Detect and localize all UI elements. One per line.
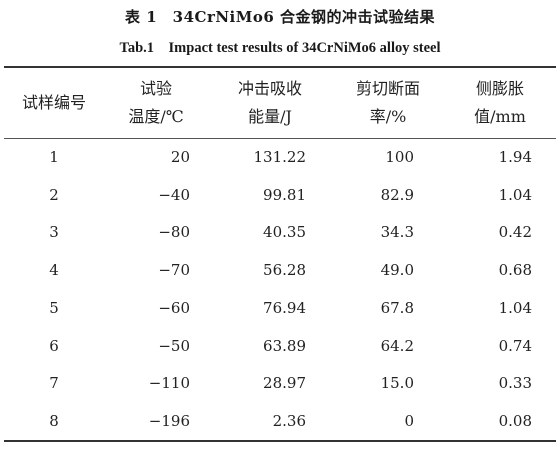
column-header-test-temperature: 试验 温度/℃ xyxy=(104,68,208,138)
cell-impact-energy: 76.94 xyxy=(263,298,306,317)
cell-shear-fracture: 15.0 xyxy=(380,374,414,393)
cell-lateral-expansion: 1.04 xyxy=(498,185,532,204)
cell-shear-fracture: 67.8 xyxy=(380,298,414,317)
table-caption-chinese: 表 1 34CrNiMo6 合金钢的冲击试验结果 xyxy=(124,8,436,26)
cell-specimen-no: 7 xyxy=(49,374,59,393)
cell-specimen-no: 1 xyxy=(49,147,59,166)
cell-specimen-no: 3 xyxy=(49,223,59,242)
cell-shear-fracture: 64.2 xyxy=(380,336,414,355)
cell-shear-fracture: 0 xyxy=(404,412,414,431)
cell-impact-energy: 63.89 xyxy=(263,336,306,355)
cell-lateral-expansion: 0.08 xyxy=(498,412,532,431)
cell-impact-energy: 28.97 xyxy=(263,374,306,393)
table-row: 7 −110 28.97 15.0 0.33 xyxy=(4,365,556,403)
cell-lateral-expansion: 0.68 xyxy=(498,261,532,280)
table-header-row: 试样编号 试验 温度/℃ 冲击吸收 能量/J 剪切断面 率/% 侧膨胀 值/mm xyxy=(4,68,556,138)
cell-test-temperature: −196 xyxy=(148,412,190,431)
cell-impact-energy: 99.81 xyxy=(263,185,306,204)
table-row: 2 −40 99.81 82.9 1.04 xyxy=(4,176,556,214)
cell-impact-energy: 131.22 xyxy=(253,147,307,166)
cell-shear-fracture: 49.0 xyxy=(380,261,414,280)
cell-shear-fracture: 82.9 xyxy=(380,185,414,204)
cell-impact-energy: 40.35 xyxy=(263,223,306,242)
table-bottom-rule xyxy=(4,440,556,442)
table-row: 3 −80 40.35 34.3 0.42 xyxy=(4,214,556,252)
column-header-impact-energy: 冲击吸收 能量/J xyxy=(208,68,332,138)
cell-shear-fracture: 34.3 xyxy=(380,223,414,242)
table-row: 6 −50 63.89 64.2 0.74 xyxy=(4,327,556,365)
header-line: 冲击吸收 xyxy=(237,79,302,98)
cell-impact-energy: 2.36 xyxy=(272,412,306,431)
column-header-specimen-no: 试样编号 xyxy=(4,68,104,138)
cell-test-temperature: −40 xyxy=(158,185,190,204)
cell-test-temperature: −50 xyxy=(158,336,190,355)
cell-lateral-expansion: 1.94 xyxy=(498,147,532,166)
cell-lateral-expansion: 1.04 xyxy=(498,298,532,317)
cell-shear-fracture: 100 xyxy=(385,147,414,166)
cell-lateral-expansion: 0.74 xyxy=(498,336,532,355)
cell-specimen-no: 2 xyxy=(49,185,59,204)
cell-lateral-expansion: 0.33 xyxy=(498,374,532,393)
table-row: 4 −70 56.28 49.0 0.68 xyxy=(4,251,556,289)
header-line: 值/mm xyxy=(474,107,526,126)
header-line: 试样编号 xyxy=(21,93,86,112)
cell-lateral-expansion: 0.42 xyxy=(498,223,532,242)
cell-specimen-no: 8 xyxy=(49,412,59,431)
table-row: 1 20 131.22 100 1.94 xyxy=(4,138,556,176)
cell-test-temperature: −110 xyxy=(148,374,190,393)
header-line: 侧膨胀 xyxy=(475,79,524,98)
table-row: 5 −60 76.94 67.8 1.04 xyxy=(4,289,556,327)
table-top-rule xyxy=(4,66,556,68)
table-header-rule xyxy=(4,138,556,139)
column-header-shear-fracture: 剪切断面 率/% xyxy=(332,68,444,138)
table-row: 8 −196 2.36 0 0.08 xyxy=(4,402,556,440)
column-header-lateral-expansion: 侧膨胀 值/mm xyxy=(444,68,556,138)
cell-test-temperature: −60 xyxy=(158,298,190,317)
cell-test-temperature: −80 xyxy=(158,223,190,242)
cell-specimen-no: 6 xyxy=(49,336,59,355)
cell-impact-energy: 56.28 xyxy=(263,261,306,280)
header-line: 试验 xyxy=(139,79,172,98)
header-line: 能量/J xyxy=(248,107,292,126)
cell-specimen-no: 5 xyxy=(49,298,59,317)
header-line: 剪切断面 xyxy=(355,79,420,98)
cell-test-temperature: 20 xyxy=(170,147,190,166)
table-caption-english: Tab.1 Impact test results of 34CrNiMo6 a… xyxy=(119,40,441,56)
cell-specimen-no: 4 xyxy=(49,261,59,280)
impact-test-table: 试样编号 试验 温度/℃ 冲击吸收 能量/J 剪切断面 率/% 侧膨胀 值/mm xyxy=(4,68,556,440)
header-line: 率/% xyxy=(369,107,407,126)
header-line: 温度/℃ xyxy=(128,107,184,126)
cell-test-temperature: −70 xyxy=(158,261,190,280)
